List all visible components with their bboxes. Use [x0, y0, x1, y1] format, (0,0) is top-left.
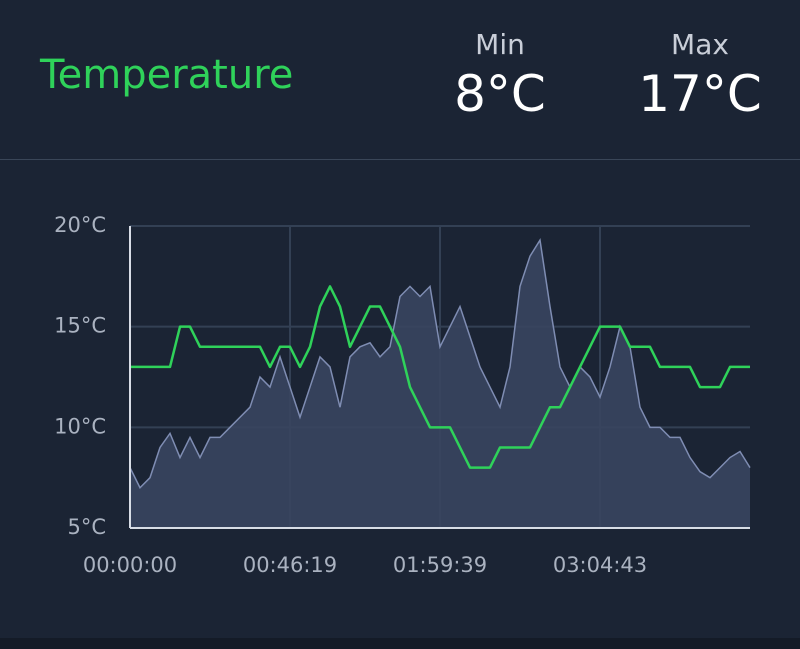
max-label: Max — [671, 28, 729, 61]
x-tick-label: 00:00:00 — [83, 553, 177, 577]
title: Temperature — [40, 52, 294, 98]
area-line — [129, 237, 751, 490]
bottom-bar — [0, 638, 800, 649]
line — [130, 285, 750, 469]
x-tick-label: 01:59:39 — [393, 553, 487, 577]
y-tick-label: 10°C — [54, 414, 106, 438]
x-tick-label: 03:04:43 — [553, 553, 647, 577]
max-value: 17°C — [638, 65, 762, 123]
min-value: 8°C — [454, 65, 546, 123]
min-stat: Min 8°C — [440, 28, 560, 123]
min-label: Min — [475, 28, 525, 61]
area — [130, 240, 750, 528]
max-stat: Max 17°C — [630, 28, 770, 123]
y-tick-label: 20°C — [54, 213, 106, 237]
x-tick-label: 00:46:19 — [243, 553, 337, 577]
header: Temperature Min 8°C Max 17°C — [0, 0, 800, 160]
y-tick-label: 15°C — [54, 314, 106, 338]
chart: 5°C 10°C 15°C 20°C 00:00:00 00:46:19 01:59:39 0… — [54, 213, 751, 577]
y-tick-label: 5°C — [67, 515, 106, 539]
